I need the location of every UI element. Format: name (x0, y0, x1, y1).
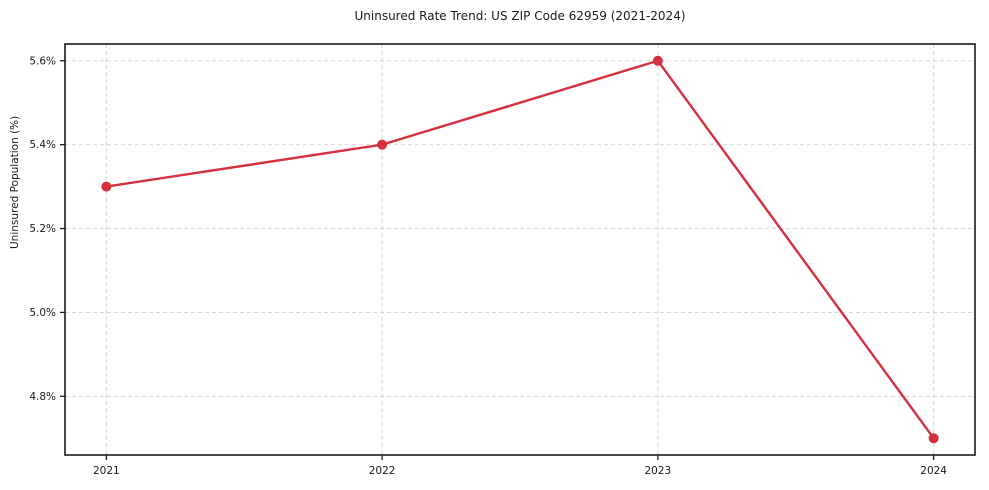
y-tick-label: 5.4% (29, 139, 56, 151)
y-tick-label: 5.0% (29, 307, 56, 319)
x-tick-label: 2024 (920, 465, 947, 477)
data-line (105, 59, 935, 440)
data-point-marker (101, 181, 112, 192)
chart-title: Uninsured Rate Trend: US ZIP Code 62959 … (354, 9, 686, 23)
x-tick-label: 2023 (645, 465, 672, 477)
plot-border (64, 43, 976, 456)
y-tick-label: 4.8% (29, 391, 56, 403)
data-point-marker (928, 433, 939, 444)
data-point-marker (652, 55, 663, 66)
data-point-marker (377, 139, 388, 150)
y-tick-label: 5.2% (29, 223, 56, 235)
x-tick-label: 2021 (93, 465, 120, 477)
x-tick-label: 2022 (369, 465, 396, 477)
y-tick-label: 5.6% (29, 55, 56, 67)
